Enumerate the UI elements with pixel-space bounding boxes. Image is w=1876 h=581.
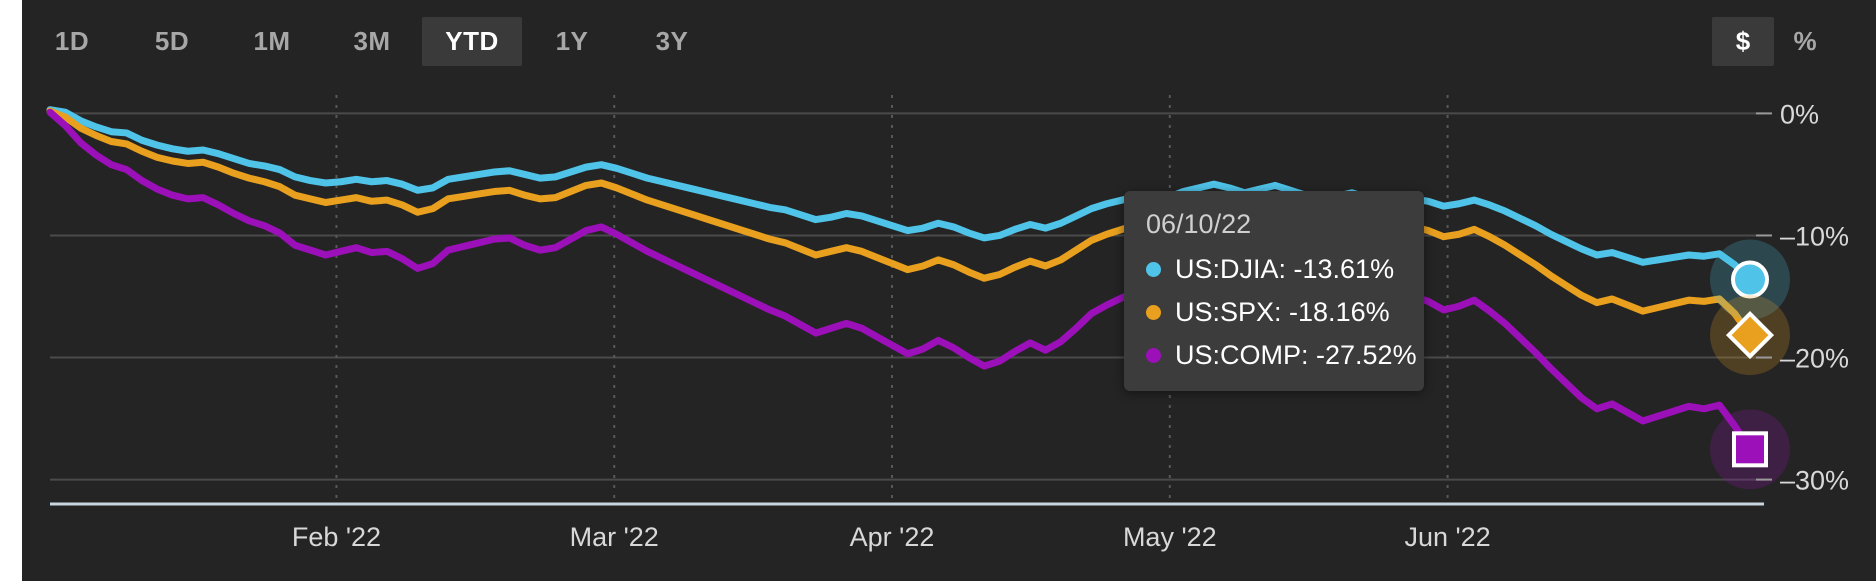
y-tick-label: –30% bbox=[1780, 466, 1849, 496]
x-tick-label: May '22 bbox=[1123, 522, 1217, 552]
series-line-us-spx bbox=[46, 107, 1754, 339]
unit-toggle-percent[interactable]: % bbox=[1793, 26, 1817, 56]
series-end-marker-us-spx bbox=[1710, 295, 1790, 376]
x-tick-label: Feb '22 bbox=[292, 522, 381, 552]
y-tick-label: –20% bbox=[1780, 344, 1849, 374]
time-range-tab-group: 1D 5D 1M 3M YTD 1Y 3Y bbox=[22, 17, 722, 66]
tooltip-row: US:COMP: -27.52% bbox=[1146, 340, 1417, 371]
chart-plot-area[interactable]: 0% –10% –20% –30% Feb '22 Mar '22 Apr '22 May '… bbox=[22, 83, 1876, 581]
x-tick-label: Apr '22 bbox=[850, 522, 935, 552]
range-tab-ytd[interactable]: YTD bbox=[422, 17, 522, 66]
performance-line-chart: 0% –10% –20% –30% Feb '22 Mar '22 Apr '22 May '… bbox=[46, 95, 1849, 552]
x-tick-label: Mar '22 bbox=[570, 522, 659, 552]
range-tab-1d[interactable]: 1D bbox=[54, 26, 90, 56]
unit-toggle-group: $% bbox=[1712, 17, 1836, 66]
y-tick-label: 0% bbox=[1780, 99, 1819, 129]
range-tab-1m[interactable]: 1M bbox=[253, 26, 291, 56]
series-color-dot-icon bbox=[1146, 262, 1161, 277]
range-tab-5d[interactable]: 5D bbox=[154, 26, 190, 56]
circle-marker-icon bbox=[1731, 260, 1769, 299]
square-marker-icon bbox=[1732, 431, 1768, 468]
tooltip-row: US:SPX: -18.16% bbox=[1146, 297, 1402, 328]
chart-toolbar: 1D 5D 1M 3M YTD 1Y 3Y $% bbox=[22, 0, 1876, 83]
x-tick-label: Jun '22 bbox=[1404, 522, 1490, 552]
series-end-marker-us-djia bbox=[1710, 239, 1790, 320]
tooltip-row-label: US:SPX: -18.16% bbox=[1175, 297, 1390, 327]
unit-toggle-dollar[interactable]: $ bbox=[1712, 17, 1774, 66]
series-end-marker-us-comp bbox=[1710, 409, 1790, 490]
series-line-us-comp bbox=[46, 108, 1754, 453]
tooltip-series-list: US:DJIA: -13.61% US:SPX: -18.16% US:COMP: … bbox=[1146, 254, 1417, 371]
chart-panel: 1D 5D 1M 3M YTD 1Y 3Y $% 0% –10% –20% –30% Feb '22… bbox=[22, 0, 1876, 581]
range-tab-3y[interactable]: 3Y bbox=[655, 26, 689, 56]
range-tab-1y[interactable]: 1Y bbox=[555, 26, 589, 56]
hover-tooltip: 06/10/22 US:DJIA: -13.61% US:SPX: -18.16%… bbox=[1124, 191, 1424, 391]
range-tab-3m[interactable]: 3M bbox=[353, 26, 391, 56]
series-color-dot-icon bbox=[1146, 348, 1161, 363]
tooltip-date: 06/10/22 bbox=[1146, 209, 1252, 239]
series-color-dot-icon bbox=[1146, 305, 1161, 320]
tooltip-row: US:DJIA: -13.61% bbox=[1146, 254, 1402, 285]
tooltip-row-label: US:COMP: -27.52% bbox=[1175, 340, 1417, 370]
tooltip-row-label: US:DJIA: -13.61% bbox=[1175, 254, 1395, 284]
diamond-marker-icon bbox=[1725, 311, 1775, 360]
y-tick-label: –10% bbox=[1780, 221, 1849, 251]
series-line-us-djia bbox=[46, 106, 1754, 284]
